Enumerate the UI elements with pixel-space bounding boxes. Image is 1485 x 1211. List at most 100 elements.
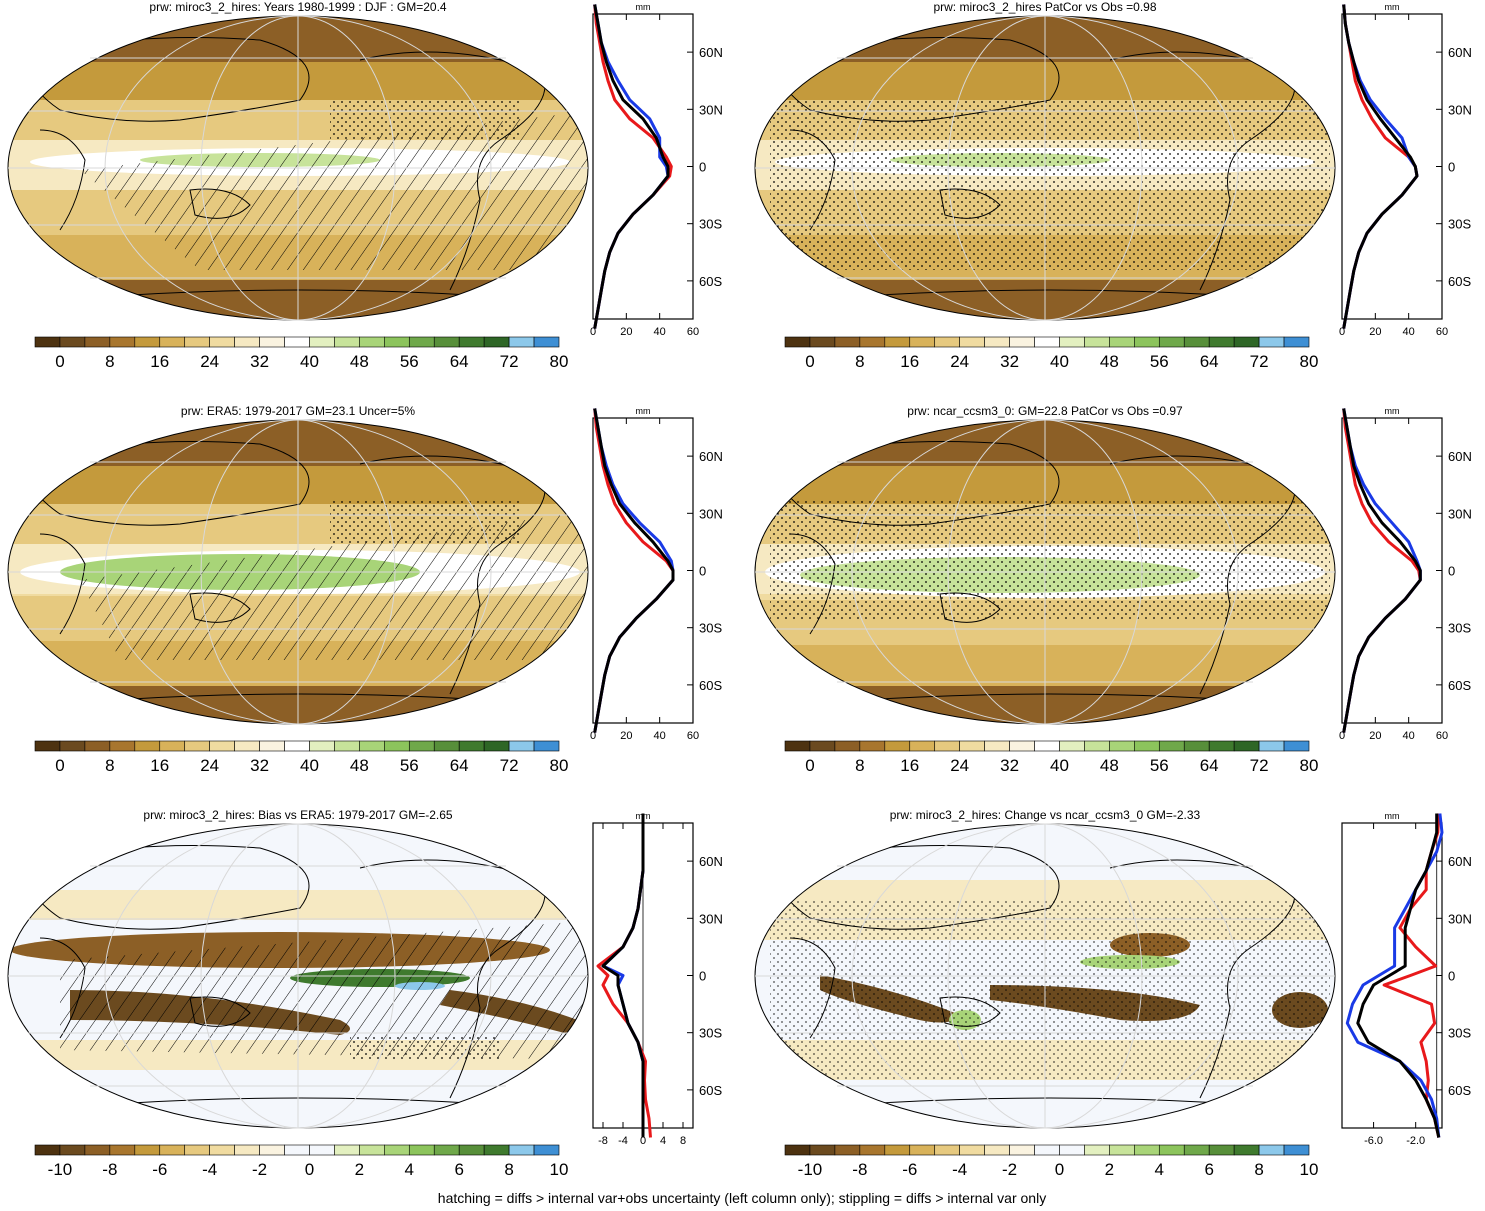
colorbar-swatch [209, 740, 235, 752]
x-tick-label: 20 [1369, 730, 1381, 742]
map-band-south [755, 645, 1335, 690]
y-tick-label: 60S [1448, 1083, 1471, 1098]
colorbar-swatch [934, 740, 960, 752]
colorbar-swatch [59, 1144, 86, 1156]
colorbar-swatch [483, 1144, 510, 1156]
zonal-unit-label: mm [1385, 2, 1400, 12]
y-tick-label: 0 [699, 160, 706, 175]
colorbar-swatch [159, 1144, 186, 1156]
colorbar-swatch [859, 740, 886, 752]
map-band-north [8, 62, 588, 102]
y-tick-label: 60S [699, 678, 722, 693]
colorbar-swatch [159, 336, 186, 348]
zonal-unit-label: mm [1385, 811, 1400, 821]
colorbar-swatch [959, 1144, 985, 1156]
colorbar-swatch [259, 336, 285, 348]
map-hatching [60, 920, 588, 1060]
colorbar-swatch [384, 740, 410, 752]
colorbar-tick-label: 0 [305, 1160, 314, 1179]
colorbar-swatch [1084, 740, 1110, 752]
map-hatching [80, 510, 588, 660]
colorbar-tick-label: 56 [400, 756, 419, 775]
y-tick-label: 60S [699, 1083, 722, 1098]
coastline-australia [189, 592, 251, 623]
x-tick-label: 20 [1369, 326, 1381, 338]
y-tick-label: 60S [1448, 678, 1471, 693]
colorbar-tick-label: 40 [300, 352, 319, 371]
x-tick-label: 0 [1339, 326, 1345, 338]
colorbar-swatch [458, 336, 485, 348]
map-band-arctic [8, 16, 588, 65]
colorbar-tick-label: 0 [55, 352, 64, 371]
colorbar-swatch [1109, 740, 1135, 752]
colorbar-tick-label: 32 [250, 756, 269, 775]
colorbar-swatch [134, 336, 161, 348]
colorbar-swatch [234, 1144, 260, 1156]
coastline-africa [789, 937, 836, 1039]
colorbar: 0 8 16 24 32 40 48 56 64 72 80 [784, 740, 1318, 775]
colorbar-tick-label: 48 [1100, 352, 1119, 371]
colorbar-swatch [959, 336, 985, 348]
colorbar-swatch [1258, 740, 1285, 752]
map-stippling [330, 100, 520, 140]
zonal-unit-label: mm [1385, 406, 1400, 416]
y-tick-label: 30N [699, 102, 723, 117]
coastline-australia [939, 996, 1001, 1027]
graticule [754, 15, 1336, 321]
colorbar-tick-label: 56 [1150, 756, 1169, 775]
coastline-africa [39, 937, 86, 1039]
colorbar-swatch [1109, 1144, 1135, 1156]
coastline-africa [789, 533, 836, 635]
y-tick-label: 30S [699, 621, 722, 636]
colorbar-tick-label: 2 [355, 1160, 364, 1179]
colorbar-tick-label: -8 [102, 1160, 117, 1179]
colorbar-swatch [1208, 336, 1235, 348]
colorbar-swatch [1233, 1144, 1260, 1156]
colorbar-swatch [1059, 1144, 1085, 1156]
series-line-black [1356, 813, 1441, 1138]
map-hatching [80, 110, 588, 270]
graticule [7, 823, 589, 1129]
coastline-eurasia [769, 441, 1060, 526]
colorbar-swatch [1283, 336, 1310, 348]
y-tick-label: 60S [699, 274, 722, 289]
colorbar-tick-label: 16 [150, 352, 169, 371]
colorbar-swatch [483, 336, 510, 348]
colorbar-swatch [984, 740, 1010, 752]
colorbar-swatch [1084, 336, 1110, 348]
colorbar-swatch [109, 740, 136, 752]
graticule [754, 419, 1336, 725]
zonal-plot-frame [1341, 417, 1443, 724]
x-tick-label: 0 [590, 730, 596, 742]
map-panel-6: prw: miroc3_2_hires: Change vs ncar_ccsm… [754, 808, 1336, 1179]
colorbar-swatch [184, 740, 210, 752]
map-band-antarctic [755, 280, 1335, 320]
colorbar-swatch [1258, 1144, 1285, 1156]
coastline-africa [39, 533, 86, 635]
map-band-arctic [8, 420, 588, 469]
colorbar-tick-label: 10 [550, 1160, 569, 1179]
colorbar: -10 -8 -6 -4 -2 0 2 4 6 8 10 [34, 1144, 569, 1179]
colorbar-tick-label: 64 [1200, 756, 1219, 775]
map-stippling [770, 100, 1330, 270]
colorbar-swatch [359, 1144, 385, 1156]
colorbar-swatch [433, 1144, 460, 1156]
colorbar-swatch [334, 1144, 360, 1156]
map-panel-4: prw: ncar_ccsm3_0: GM=22.8 PatCor vs Obs… [754, 404, 1336, 775]
colorbar-swatch [1183, 1144, 1210, 1156]
colorbar-tick-label: 2 [1105, 1160, 1114, 1179]
colorbar-swatch [533, 336, 560, 348]
zonal-mean-plot-2: mm 0 20 40 60 60N 30N 0 30S 60S [1339, 2, 1472, 338]
y-tick-label: 60S [1448, 274, 1471, 289]
graticule [754, 823, 1336, 1129]
colorbar-swatch [408, 1144, 435, 1156]
colorbar-swatch [84, 1144, 111, 1156]
colorbar-swatch [134, 1144, 161, 1156]
colorbar-swatch [1059, 740, 1085, 752]
y-tick-label: 60N [699, 854, 723, 869]
colorbar-swatch [209, 336, 235, 348]
colorbar-swatch [1034, 1144, 1060, 1156]
colorbar-tick-label: 8 [855, 756, 864, 775]
colorbar-swatch [309, 1144, 335, 1156]
colorbar-tick-label: 40 [1050, 756, 1069, 775]
